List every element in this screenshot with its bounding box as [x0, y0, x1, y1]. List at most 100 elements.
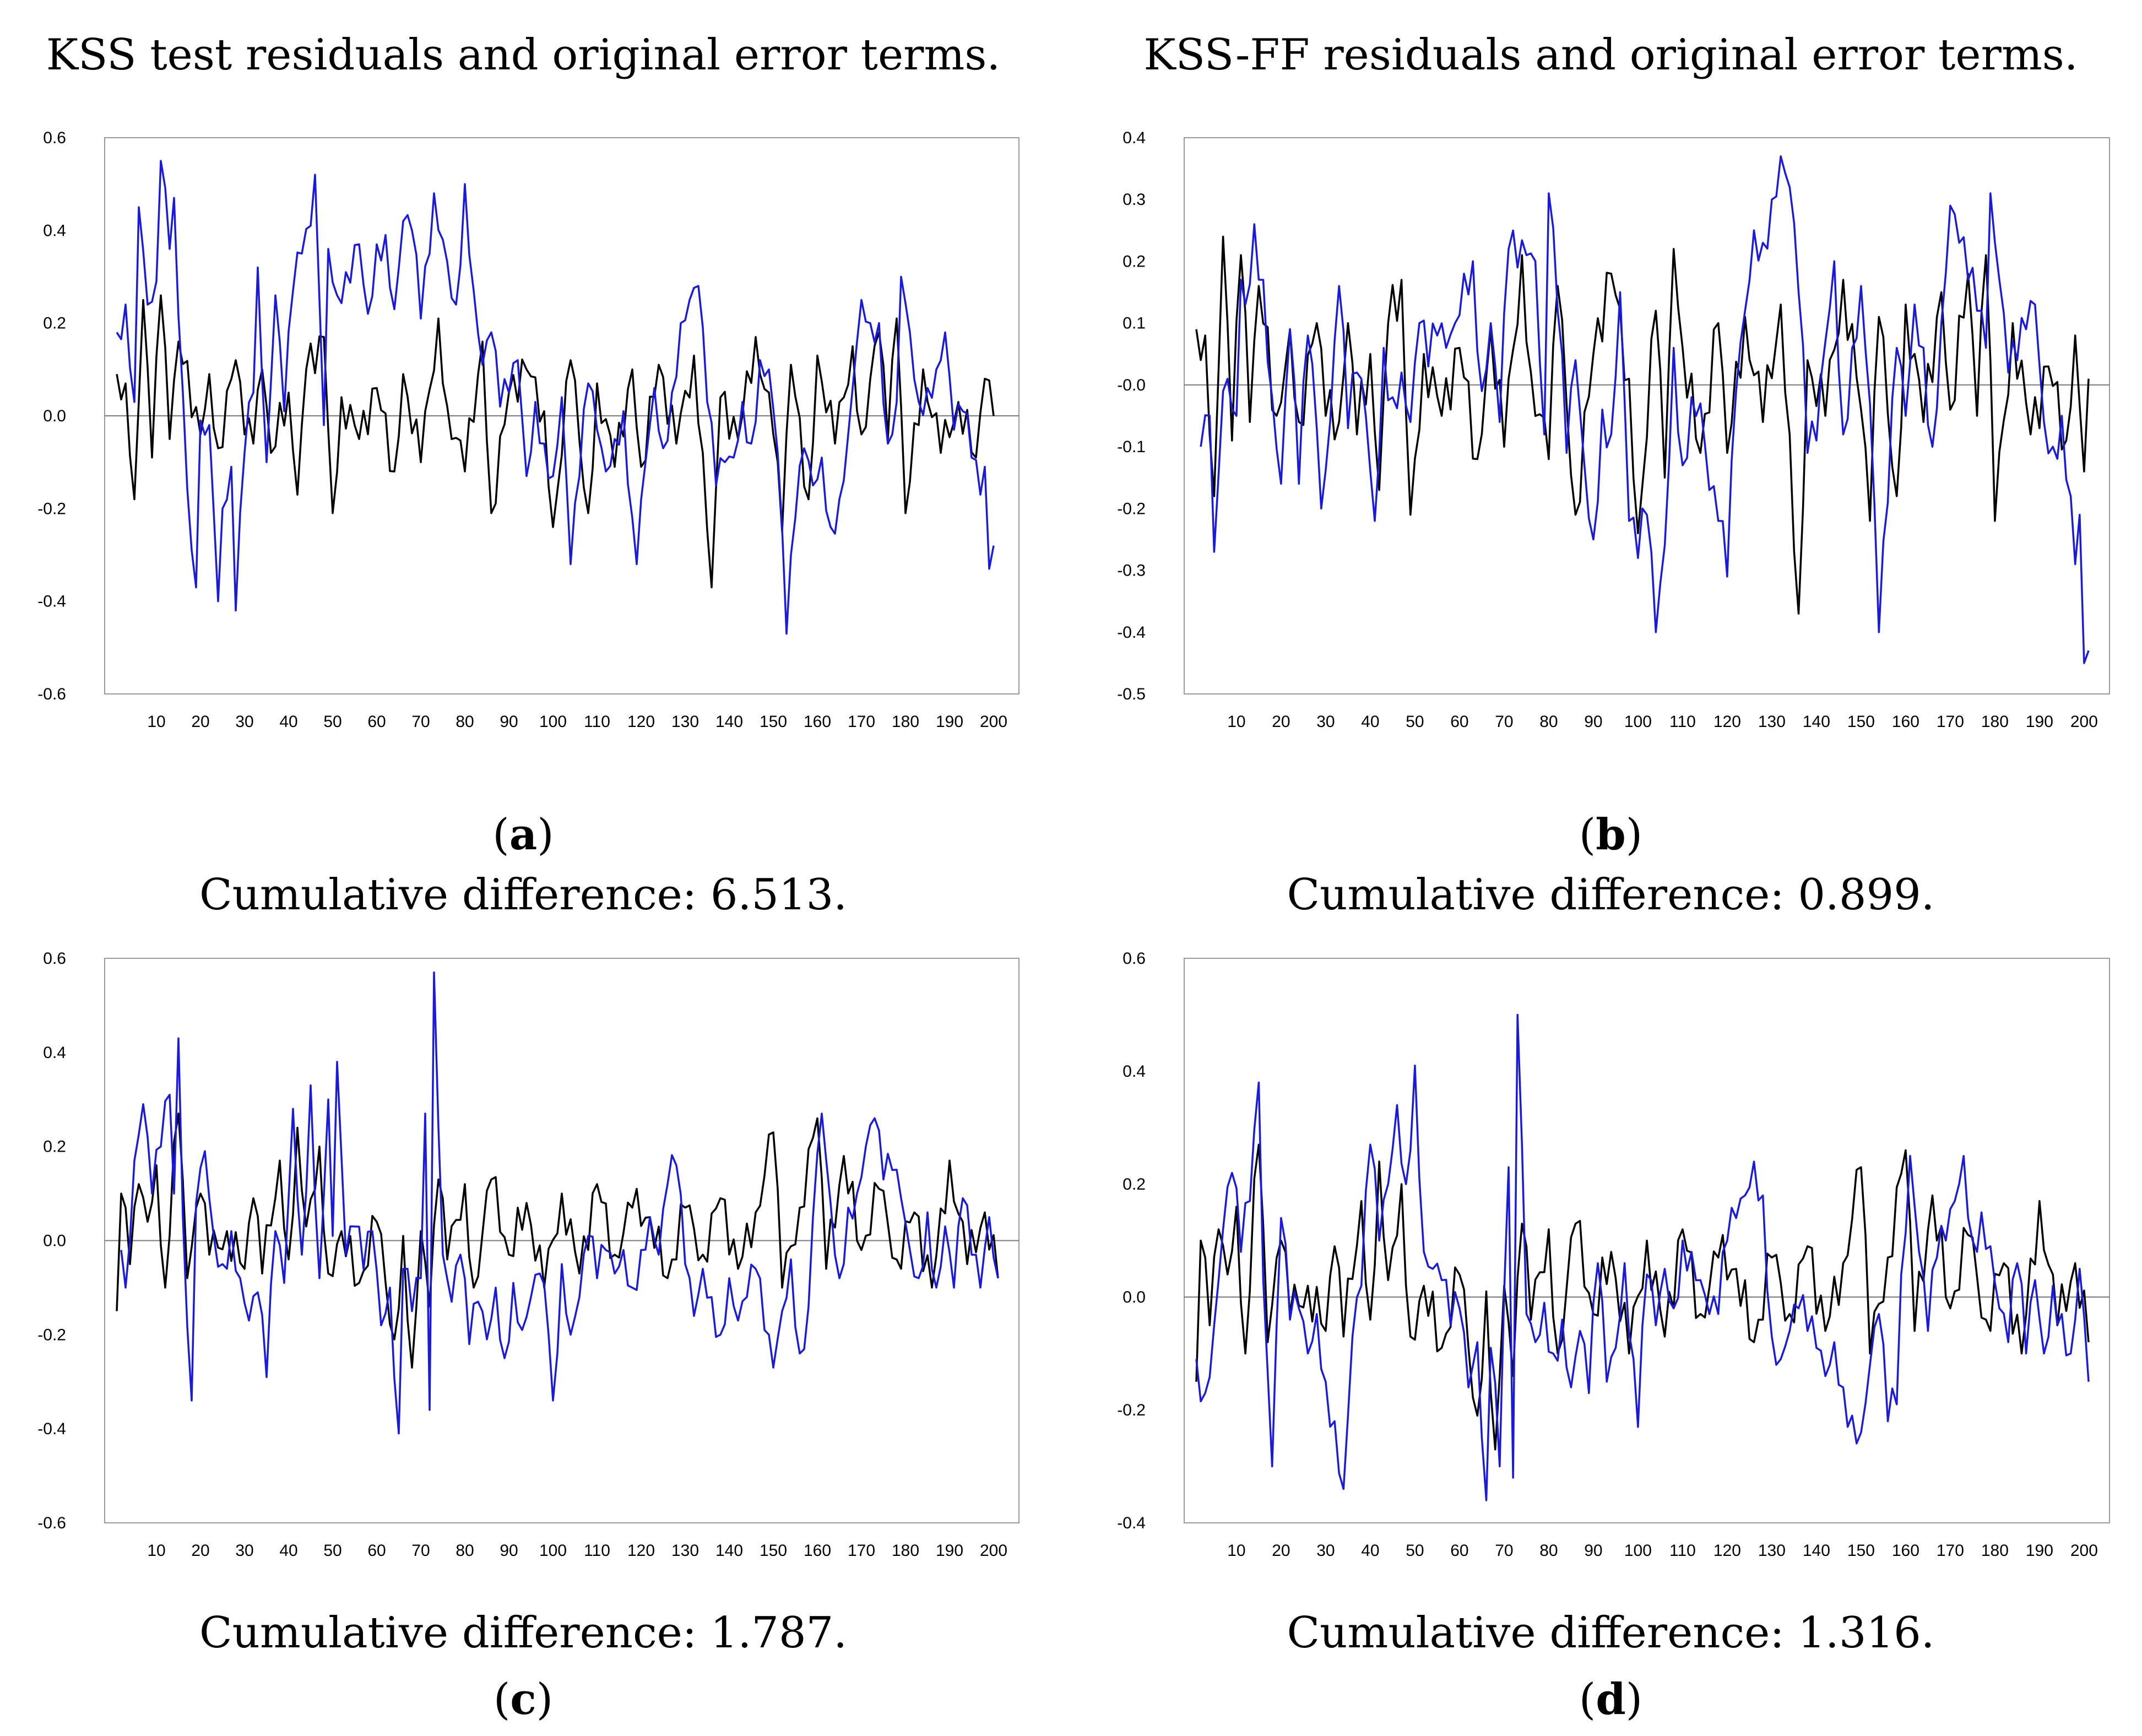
chart-c-ytick-label: 0.2: [43, 1138, 66, 1156]
subfigure-label-a: (a): [492, 810, 554, 860]
chart-b-xtick-label: 100: [1624, 713, 1652, 731]
chart-c-xtick-label: 40: [279, 1542, 297, 1560]
chart-a: 0.6 0.4 0.2 0.0 -0.2 -0.4 -0.6 10 20 30 40 50 60 70 80…: [37, 129, 1020, 731]
chart-d-xtick-label: 80: [1539, 1542, 1558, 1560]
chart-d-xtick-label: 60: [1450, 1542, 1468, 1560]
chart-b-xtick-label: 20: [1272, 713, 1290, 731]
chart-d-xtick-label: 50: [1406, 1542, 1424, 1560]
chart-b-title: KSS-FF residuals and original error term…: [1143, 30, 2078, 80]
chart-a-xtick-label: 20: [191, 713, 209, 731]
chart-b-xtick-label: 10: [1227, 713, 1245, 731]
chart-d-xtick-label: 110: [1669, 1542, 1696, 1560]
chart-c-xtick-label: 100: [539, 1542, 567, 1560]
chart-c-xtick-label: 30: [235, 1542, 253, 1560]
chart-c-series-black: [116, 1113, 999, 1369]
chart-b-frame: [1184, 137, 2110, 695]
chart-c-xtick-label: 10: [147, 1542, 165, 1560]
cumulative-difference-c: Cumulative difference: 1.787.: [199, 1608, 848, 1658]
chart-c-ytick-label: 0.0: [43, 1232, 66, 1250]
chart-a-xtick-label: 160: [804, 713, 831, 731]
chart-b-xtick-label: 50: [1406, 713, 1424, 731]
subfigure-label-b: (b): [1579, 810, 1643, 860]
chart-a-title: KSS test residuals and original error te…: [46, 30, 1001, 80]
chart-c-xtick-label: 110: [584, 1542, 610, 1560]
chart-b-xtick-label: 70: [1495, 713, 1513, 731]
chart-c-xtick-label: 190: [936, 1542, 963, 1560]
chart-d-xtick-label: 170: [1937, 1542, 1964, 1560]
chart-c-xtick-label: 130: [671, 1542, 699, 1560]
chart-c-ytick-label: 0.6: [43, 950, 66, 968]
chart-a-xtick-label: 10: [147, 713, 165, 731]
chart-b-xtick-label: 180: [1981, 713, 2009, 731]
chart-a-xtick-label: 70: [411, 713, 430, 731]
chart-b-ytick-label: 0.4: [1122, 129, 1146, 147]
chart-b-xtick-label: 120: [1713, 713, 1741, 731]
subfigure-label-a-text: a: [509, 810, 538, 860]
chart-c-xtick-label: 170: [848, 1542, 875, 1560]
chart-a-xtick-label: 30: [235, 713, 253, 731]
chart-c-xtick-label: 20: [191, 1542, 209, 1560]
chart-a-xtick-label: 180: [892, 713, 919, 731]
chart-a-xtick-label: 50: [323, 713, 341, 731]
chart-b-xtick-label: 90: [1584, 713, 1602, 731]
subfigure-label-d: (d): [1579, 1674, 1643, 1724]
cumulative-difference-b: Cumulative difference: 0.899.: [1287, 870, 1935, 920]
chart-b-ytick-label: -0.5: [1117, 685, 1146, 703]
chart-a-xtick-label: 200: [980, 713, 1007, 731]
chart-c-xtick-label: 120: [627, 1542, 655, 1560]
chart-c-xtick-label: 200: [980, 1542, 1007, 1560]
chart-c-xtick-label: 70: [411, 1542, 430, 1560]
chart-a-xtick-label: 100: [539, 713, 567, 731]
chart-b-ytick-label: -0.2: [1117, 500, 1146, 518]
chart-c-xtick-label: 60: [367, 1542, 386, 1560]
chart-a-ytick-label: -0.2: [37, 500, 66, 518]
chart-d: 0.6 0.4 0.2 0.0 -0.2 -0.4 10 20 30 40 50 60 70 80 90 10…: [1117, 950, 2110, 1560]
chart-a-xtick-label: 150: [760, 713, 787, 731]
chart-c-xtick-label: 180: [892, 1542, 919, 1560]
chart-c-xtick-label: 140: [715, 1542, 743, 1560]
chart-b-xtick-label: 190: [2026, 713, 2053, 731]
chart-c-xtick-label: 160: [804, 1542, 831, 1560]
chart-b-ytick-label: -0.0: [1117, 376, 1146, 394]
chart-a-xtick-label: 60: [367, 713, 386, 731]
chart-a-ytick-label: 0.4: [43, 221, 66, 240]
chart-c-xtick-label: 90: [500, 1542, 518, 1560]
chart-b-ytick-label: 0.3: [1122, 191, 1146, 209]
chart-b-xtick-label: 150: [1847, 713, 1875, 731]
chart-b-xtick-label: 140: [1803, 713, 1830, 731]
chart-d-xtick-label: 190: [2026, 1542, 2053, 1560]
chart-d-xtick-label: 100: [1624, 1542, 1652, 1560]
cumulative-difference-a: Cumulative difference: 6.513.: [199, 870, 848, 920]
chart-c-ytick-label: -0.2: [37, 1326, 66, 1344]
chart-c-ytick-label: -0.4: [37, 1420, 66, 1438]
chart-c-ytick-label: -0.6: [37, 1514, 66, 1532]
chart-b-ytick-label: -0.4: [1117, 623, 1146, 642]
chart-a-series-black: [116, 294, 995, 589]
chart-d-xtick-label: 30: [1316, 1542, 1335, 1560]
subfigure-label-d-text: d: [1596, 1674, 1626, 1724]
chart-b-xtick-label: 40: [1361, 713, 1379, 731]
chart-a-xtick-label: 120: [627, 713, 655, 731]
chart-d-xtick-label: 180: [1981, 1542, 2009, 1560]
chart-d-xtick-label: 200: [2070, 1542, 2098, 1560]
chart-d-xtick-label: 90: [1584, 1542, 1602, 1560]
chart-c-series-blue: [120, 971, 999, 1435]
chart-b-xtick-label: 170: [1937, 713, 1964, 731]
subfigure-label-b-text: b: [1596, 810, 1626, 860]
chart-c-ytick-label: 0.4: [43, 1044, 66, 1062]
chart-b-xtick-label: 80: [1539, 713, 1558, 731]
chart-b-ytick-label: 0.1: [1122, 314, 1146, 333]
chart-a-xtick-label: 170: [848, 713, 875, 731]
chart-a-xtick-label: 90: [500, 713, 518, 731]
chart-d-series-blue: [1195, 1013, 2090, 1501]
chart-b-xtick-label: 110: [1669, 713, 1696, 731]
chart-d-xtick-label: 120: [1713, 1542, 1741, 1560]
chart-d-xtick-label: 10: [1227, 1542, 1245, 1560]
chart-d-xtick-label: 160: [1892, 1542, 1919, 1560]
chart-d-ytick-label: -0.2: [1117, 1401, 1146, 1419]
chart-d-xtick-label: 130: [1758, 1542, 1786, 1560]
chart-b-xtick-label: 60: [1450, 713, 1468, 731]
chart-b-xtick-label: 30: [1316, 713, 1335, 731]
chart-b: 0.4 0.3 0.2 0.1 -0.0 -0.1 -0.2 -0.3 -0.4 -0.5 10 20…: [1117, 129, 2110, 731]
chart-a-ytick-label: -0.6: [37, 685, 66, 703]
